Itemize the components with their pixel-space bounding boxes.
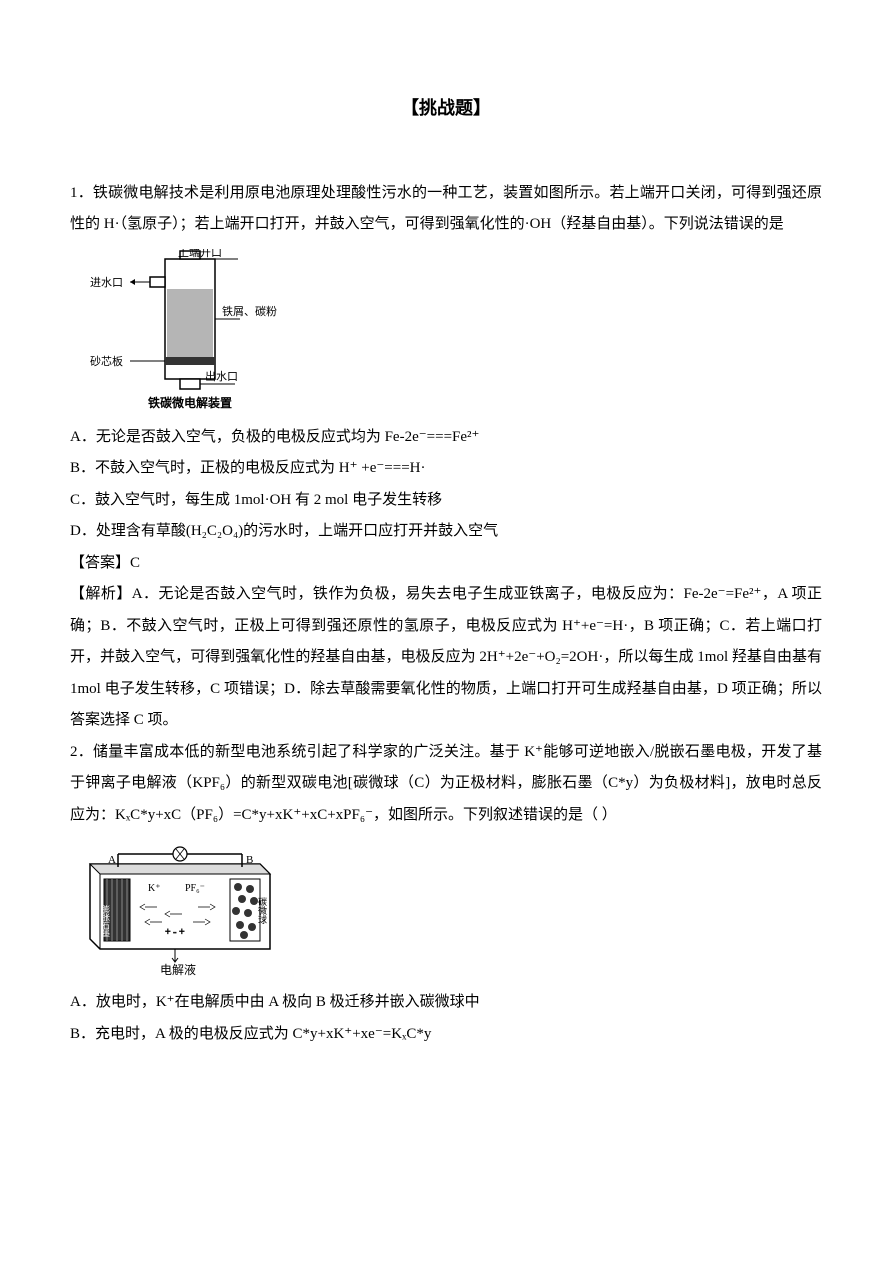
- fig1-label-top: 上端开口: [178, 249, 222, 259]
- q1-stem: 1．铁碳微电解技术是利用原电池原理处理酸性污水的一种工艺，装置如图所示。若上端开…: [70, 178, 822, 241]
- q1-answer: 【答案】C: [70, 548, 822, 580]
- fig2-label-left: 膨胀石墨: [102, 904, 111, 937]
- fig2-label-a: A: [108, 854, 116, 866]
- q2-stem: 2．储量丰富成本低的新型电池系统引起了科学家的广泛关注。基于 K⁺能够可逆地嵌入…: [70, 737, 822, 832]
- q2-option-b: B．充电时，A 极的电极反应式为 C*y+xK⁺+xe⁻=KₓC*y: [70, 1019, 822, 1051]
- q1-explanation: 【解析】A．无论是否鼓入空气时，铁作为负极，易失去电子生成亚铁离子，电极反应为：…: [70, 579, 822, 737]
- fig2-label-pf: PF₆⁻: [185, 883, 205, 894]
- page-title: 【挑战题】: [70, 90, 822, 128]
- fig2-label-elec: 电解液: [160, 962, 196, 977]
- fig1-label-outlet: 出水口: [205, 369, 238, 383]
- q1-option-d: D．处理含有草酸(H₂C₂O₄)的污水时，上端开口应打开并鼓入空气: [70, 516, 822, 548]
- q1-figure: 上端开口 进水口 铁屑、碳粉 砂芯板 出水口 铁碳微电解装置: [70, 249, 822, 414]
- fig1-label-mix: 铁屑、碳粉: [222, 304, 277, 318]
- q1-option-b: B．不鼓入空气时，正极的电极反应式为 H⁺ +e⁻===H·: [70, 453, 822, 485]
- fig1-caption: 铁碳微电解装置: [148, 395, 232, 410]
- q1-option-a: A．无论是否鼓入空气，负极的电极反应式均为 Fe-2e⁻===Fe²⁺: [70, 422, 822, 454]
- fig1-label-inlet: 进水口: [90, 276, 123, 289]
- q1-option-c: C．鼓入空气时，每生成 1mol·OH 有 2 mol 电子发生转移: [70, 485, 822, 517]
- q2-figure: A B 膨胀石墨 碳微球 K⁺ PF₆⁻: [70, 839, 822, 979]
- fig1-label-sand: 砂芯板: [90, 354, 123, 368]
- fig2-label-right: 碳微球: [257, 896, 267, 924]
- svg-text:+ - +: + - +: [165, 927, 185, 938]
- q2-option-a: A．放电时，K⁺在电解质中由 A 极向 B 极迁移并嵌入碳微球中: [70, 987, 822, 1019]
- fig2-label-k: K⁺: [148, 883, 161, 894]
- fig2-label-b: B: [246, 854, 253, 866]
